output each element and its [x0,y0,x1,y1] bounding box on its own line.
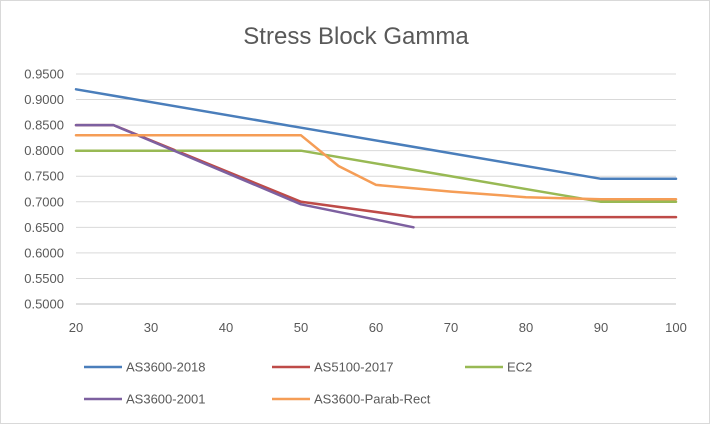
y-tick-label: 0.6000 [24,245,64,260]
x-tick-label: 60 [369,320,383,335]
y-tick-label: 0.9000 [24,92,64,107]
y-tick-label: 0.5000 [24,297,64,312]
y-tick-label: 0.9500 [24,67,64,82]
y-tick-label: 0.7500 [24,169,64,184]
legend-item-as3600-2001: AS3600-2001 [84,392,206,407]
series-line-ec2 [74,149,678,204]
legend-item-as3600-parab-rect: AS3600-Parab-Rect [272,392,431,407]
y-tick-label: 0.6500 [24,220,64,235]
chart-title: Stress Block Gamma [243,23,469,50]
y-tick-label: 0.7000 [24,194,64,209]
series-lines [74,88,678,229]
x-tick-label: 70 [444,320,458,335]
legend-label: AS5100-2017 [314,360,394,375]
legend-label: EC2 [507,360,532,375]
series-line-as5100-2017 [74,123,678,219]
x-tick-label: 30 [144,320,158,335]
axes: 0.5000 0.5500 0.6000 0.6500 0.7000 0.7500 0.80… [24,67,687,336]
legend-label: AS3600-2001 [126,392,206,407]
legend-label: AS3600-2018 [126,360,206,375]
gridlines [76,73,676,305]
x-tick-label: 50 [294,320,308,335]
legend: AS3600-2018 AS5100-2017 EC2 AS3600-2001 AS36… [84,360,532,407]
series-line-as3600-2018 [74,88,678,181]
x-tick-label: 40 [219,320,233,335]
y-tick-label: 0.8500 [24,118,64,133]
x-tick-label: 90 [594,320,608,335]
legend-label: AS3600-Parab-Rect [314,392,431,407]
x-tick-label: 80 [519,320,533,335]
legend-item-as3600-2018: AS3600-2018 [84,360,206,375]
legend-item-ec2: EC2 [465,360,532,375]
x-tick-label: 20 [69,320,83,335]
x-tick-label: 100 [665,320,687,335]
y-tick-label: 0.8000 [24,143,64,158]
series-line-as3600-parab-rect [74,134,678,201]
legend-item-as5100-2017: AS5100-2017 [272,360,394,375]
series-line-as3600-2001 [74,123,415,229]
y-tick-label: 0.5500 [24,271,64,286]
